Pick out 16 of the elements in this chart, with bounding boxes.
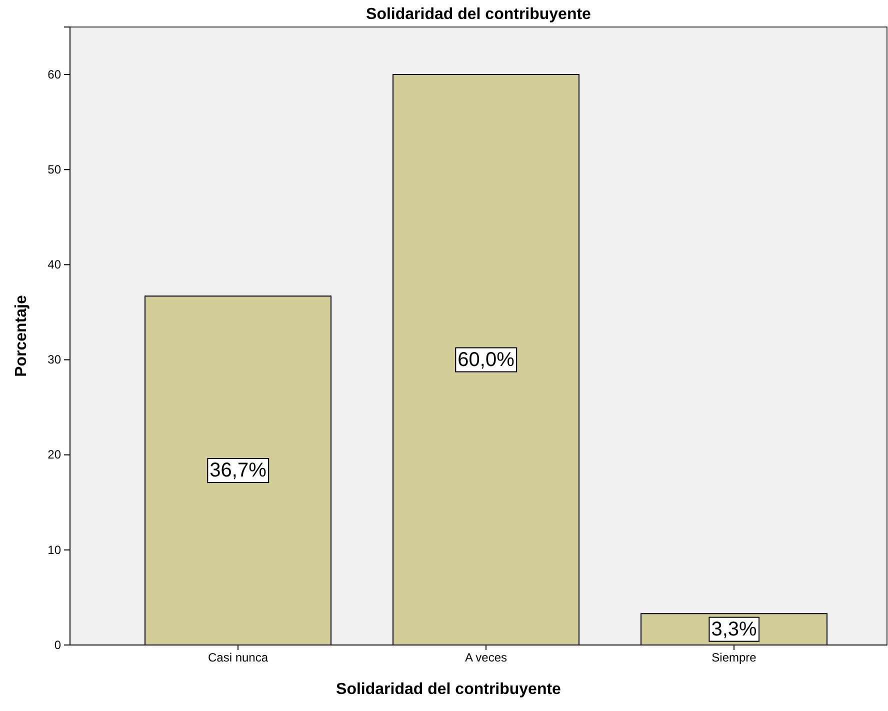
x-tick-label: Casi nunca — [208, 650, 268, 665]
y-axis-title: Porcentaje — [13, 294, 30, 377]
y-tick-label: 30 — [48, 352, 62, 367]
data-label: 36,7% — [210, 460, 267, 482]
y-tick-label: 60 — [48, 67, 62, 82]
data-label: 3,3% — [711, 618, 758, 640]
chart-title: Solidaridad del contribuyente — [366, 6, 592, 23]
y-tick-label: 20 — [48, 448, 62, 462]
x-tick-label: A veces — [464, 650, 508, 665]
data-label: 60,0% — [458, 348, 515, 371]
x-tick-label: Siempre — [712, 650, 757, 665]
x-axis-title: Solidaridad del contribuyente — [336, 681, 562, 698]
y-tick-label: 40 — [48, 258, 62, 272]
y-tick-label: 50 — [48, 162, 62, 176]
y-tick-label: 0 — [54, 638, 62, 652]
y-tick-label: 10 — [48, 542, 62, 557]
